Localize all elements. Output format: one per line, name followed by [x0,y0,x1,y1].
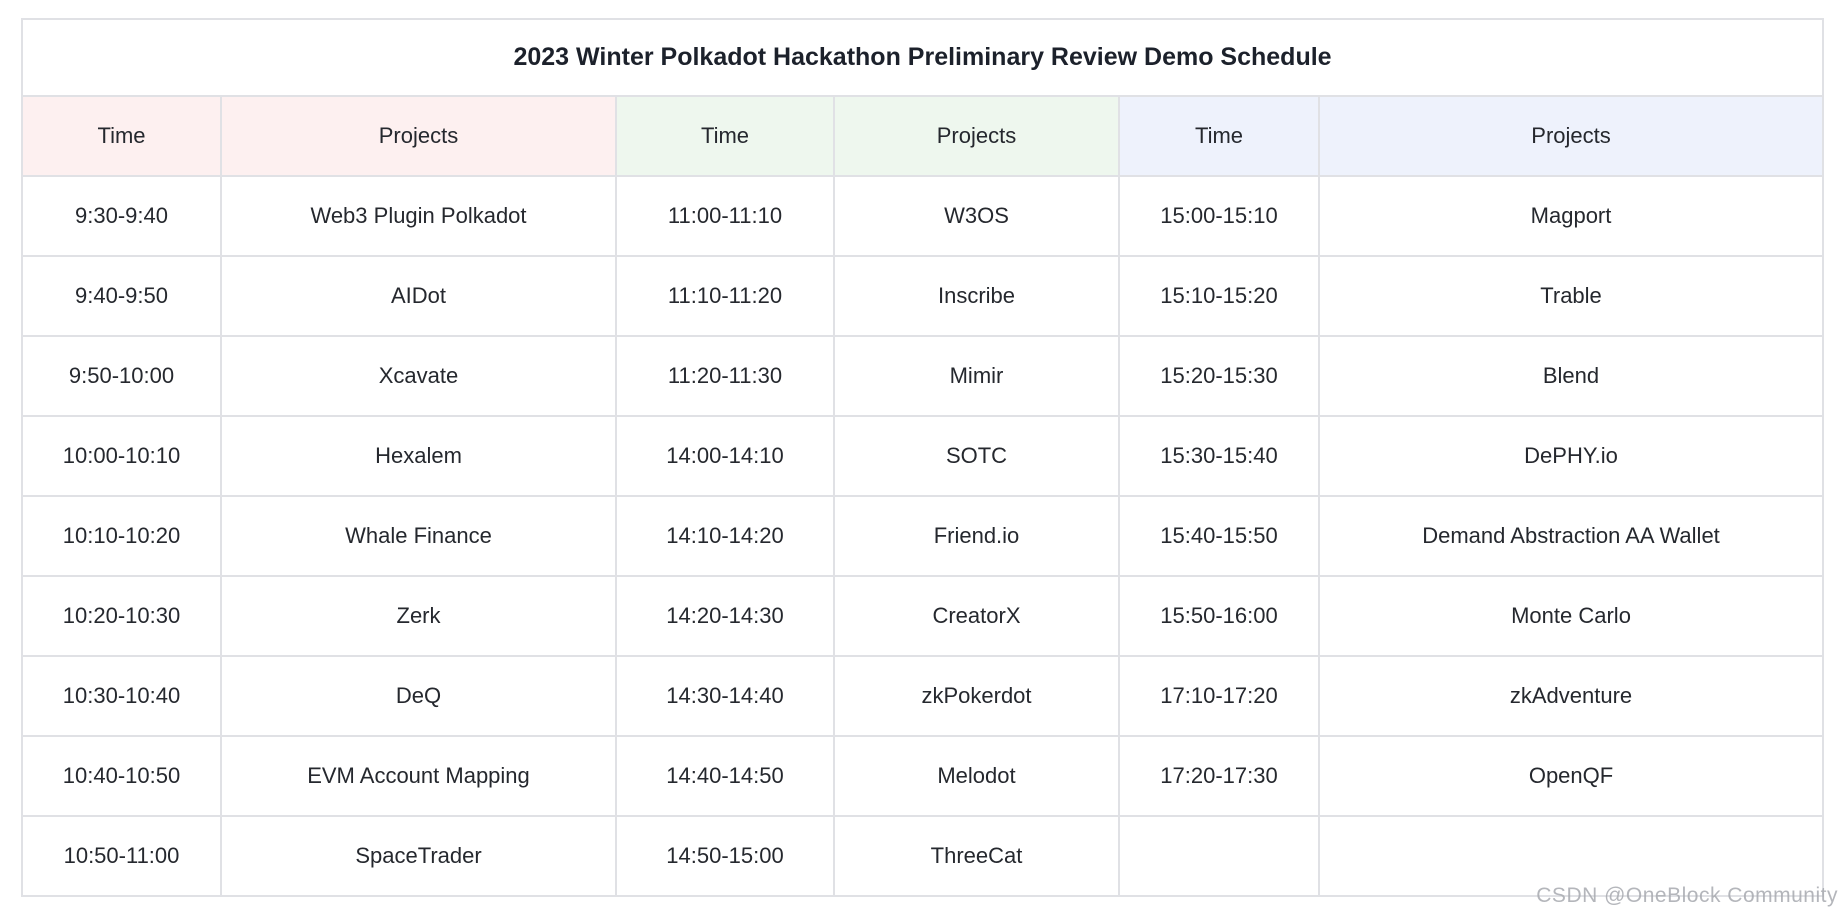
time-cell: 15:10-15:20 [1118,255,1320,337]
time-cell: 17:10-17:20 [1118,655,1320,737]
time-cell: 10:30-10:40 [21,655,222,737]
time-cell: 14:20-14:30 [615,575,835,657]
time-cell: 15:30-15:40 [1118,415,1320,497]
table-row: 9:30-9:40 Web3 Plugin Polkadot 11:00-11:10… [21,175,1825,257]
header-row: Time Projects Time Projects Time Project… [21,95,1825,177]
project-cell: DeQ [220,655,617,737]
column-header-projects-2: Projects [833,95,1120,177]
column-header-projects-3: Projects [1317,95,1825,177]
project-cell: EVM Account Mapping [220,735,617,817]
table-row: 9:40-9:50 AIDot 11:10-11:20 Inscribe 15:10-1… [21,255,1825,337]
project-cell: Inscribe [833,255,1120,337]
project-cell: AIDot [220,255,617,337]
time-cell: 11:00-11:10 [615,175,835,257]
time-cell: 14:10-14:20 [615,495,835,577]
project-cell: Web3 Plugin Polkadot [220,175,617,257]
project-cell: Trable [1317,255,1825,337]
time-cell: 14:40-14:50 [615,735,835,817]
time-cell: 10:20-10:30 [21,575,222,657]
project-cell: Whale Finance [220,495,617,577]
page-title: 2023 Winter Polkadot Hackathon Prelimina… [20,18,1825,97]
time-cell: 9:30-9:40 [21,175,222,257]
time-cell: 14:00-14:10 [615,415,835,497]
schedule-table: 2023 Winter Polkadot Hackathon Prelimina… [20,18,1825,897]
table-row: 10:50-11:00 SpaceTrader 14:50-15:00 ThreeCa… [21,815,1825,897]
project-cell: Mimir [833,335,1120,417]
project-cell: zkAdventure [1317,655,1825,737]
column-header-time-3: Time [1118,95,1320,177]
project-cell: Blend [1317,335,1825,417]
project-cell: OpenQF [1317,735,1825,817]
time-cell: 15:20-15:30 [1118,335,1320,417]
table-row: 10:20-10:30 Zerk 14:20-14:30 CreatorX 15:50-… [21,575,1825,657]
project-cell: CreatorX [833,575,1120,657]
project-cell: Hexalem [220,415,617,497]
project-cell: W3OS [833,175,1120,257]
project-cell: Demand Abstraction AA Wallet [1317,495,1825,577]
project-cell: SpaceTrader [220,815,617,897]
project-cell: Xcavate [220,335,617,417]
project-cell: ThreeCat [833,815,1120,897]
time-cell: 10:40-10:50 [21,735,222,817]
time-cell: 14:50-15:00 [615,815,835,897]
project-cell: DePHY.io [1317,415,1825,497]
time-cell: 15:00-15:10 [1118,175,1320,257]
project-cell: zkPokerdot [833,655,1120,737]
time-cell: 10:00-10:10 [21,415,222,497]
title-row: 2023 Winter Polkadot Hackathon Prelimina… [20,18,1825,97]
time-cell: 9:40-9:50 [21,255,222,337]
project-cell: Magport [1317,175,1825,257]
table-row: 10:10-10:20 Whale Finance 14:10-14:20 Frien… [21,495,1825,577]
table-row: 9:50-10:00 Xcavate 11:20-11:30 Mimir 15:20-1… [21,335,1825,417]
column-header-projects-1: Projects [220,95,617,177]
time-cell: 15:50-16:00 [1118,575,1320,657]
table-row: 10:30-10:40 DeQ 14:30-14:40 zkPokerdot 17:10… [21,655,1825,737]
schedule-table-body: 9:30-9:40 Web3 Plugin Polkadot 11:00-11:10… [21,175,1825,897]
time-cell: 17:20-17:30 [1118,735,1320,817]
column-header-time-1: Time [21,95,222,177]
time-cell [1118,815,1320,897]
table-row: 10:40-10:50 EVM Account Mapping 14:40-14:5… [21,735,1825,817]
column-header-time-2: Time [615,95,835,177]
time-cell: 14:30-14:40 [615,655,835,737]
project-cell: Friend.io [833,495,1120,577]
project-cell: Melodot [833,735,1120,817]
time-cell: 11:20-11:30 [615,335,835,417]
project-cell: Monte Carlo [1317,575,1825,657]
project-cell: SOTC [833,415,1120,497]
project-cell: Zerk [220,575,617,657]
project-cell [1317,815,1825,897]
time-cell: 11:10-11:20 [615,255,835,337]
time-cell: 15:40-15:50 [1118,495,1320,577]
time-cell: 10:50-11:00 [21,815,222,897]
time-cell: 9:50-10:00 [21,335,222,417]
time-cell: 10:10-10:20 [21,495,222,577]
table-row: 10:00-10:10 Hexalem 14:00-14:10 SOTC 15:30-1… [21,415,1825,497]
